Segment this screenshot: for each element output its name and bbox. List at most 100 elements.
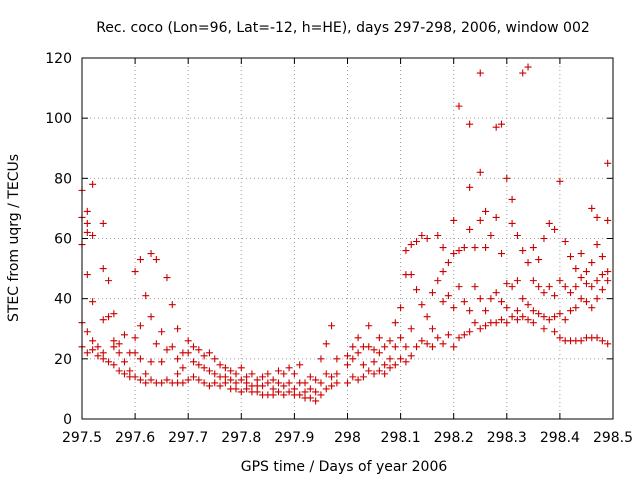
data-point xyxy=(147,250,155,258)
data-point xyxy=(110,361,118,369)
data-point xyxy=(482,322,490,330)
data-point xyxy=(482,307,490,315)
data-point xyxy=(216,382,224,390)
data-point xyxy=(497,298,505,306)
data-point xyxy=(365,367,373,375)
data-point xyxy=(476,295,484,303)
data-point xyxy=(508,195,516,203)
data-point xyxy=(598,337,606,345)
data-point xyxy=(582,280,590,288)
data-point xyxy=(428,325,436,333)
data-point xyxy=(556,334,564,342)
data-point xyxy=(450,343,458,351)
data-point xyxy=(237,376,245,384)
y-tick-label: 0 xyxy=(63,412,72,428)
data-point xyxy=(211,379,219,387)
data-point xyxy=(136,256,144,264)
data-point xyxy=(386,364,394,372)
data-point xyxy=(115,349,123,357)
data-point xyxy=(492,123,500,131)
data-point xyxy=(365,322,373,330)
x-tick-label: 297.7 xyxy=(168,430,208,446)
data-point xyxy=(551,328,559,336)
data-point xyxy=(232,385,240,393)
data-point xyxy=(598,253,606,261)
data-point xyxy=(168,301,176,309)
data-point xyxy=(269,391,277,399)
data-point xyxy=(142,370,150,378)
data-point xyxy=(248,370,256,378)
data-point xyxy=(174,325,182,333)
data-point xyxy=(280,370,288,378)
data-point xyxy=(444,331,452,339)
data-point xyxy=(598,286,606,294)
data-point xyxy=(540,289,548,297)
data-point xyxy=(529,307,537,315)
data-point xyxy=(497,250,505,258)
data-point xyxy=(508,313,516,321)
data-point xyxy=(232,379,240,387)
data-point xyxy=(264,379,272,387)
data-point xyxy=(205,382,213,390)
data-point xyxy=(397,334,405,342)
data-point xyxy=(556,310,564,318)
data-point xyxy=(322,370,330,378)
data-point xyxy=(89,180,97,188)
data-point xyxy=(572,304,580,312)
data-point xyxy=(407,352,415,360)
data-point xyxy=(306,385,314,393)
data-point xyxy=(423,340,431,348)
data-point xyxy=(158,328,166,336)
data-point xyxy=(561,316,569,324)
data-point xyxy=(604,340,612,348)
data-point xyxy=(455,102,463,110)
y-tick-label: 40 xyxy=(54,292,72,308)
data-point xyxy=(312,388,320,396)
data-point xyxy=(179,379,187,387)
data-point xyxy=(243,379,251,387)
data-point xyxy=(535,310,543,318)
data-point xyxy=(99,355,107,363)
data-point xyxy=(455,283,463,291)
data-point xyxy=(89,337,97,345)
data-point xyxy=(333,355,341,363)
data-point xyxy=(184,349,192,357)
data-point xyxy=(221,379,229,387)
data-point xyxy=(296,391,304,399)
data-point xyxy=(604,268,612,276)
data-point xyxy=(237,388,245,396)
data-point xyxy=(577,250,585,258)
data-point xyxy=(402,358,410,366)
data-point xyxy=(466,120,474,128)
data-point xyxy=(572,265,580,273)
data-point xyxy=(317,391,325,399)
data-point xyxy=(588,283,596,291)
data-point xyxy=(274,367,282,375)
data-point xyxy=(354,334,362,342)
data-point xyxy=(147,313,155,321)
data-point xyxy=(508,283,516,291)
data-point xyxy=(190,343,198,351)
data-point xyxy=(513,231,521,239)
data-point xyxy=(195,346,203,354)
data-point xyxy=(476,216,484,224)
data-point xyxy=(221,373,229,381)
data-point xyxy=(205,367,213,375)
data-point xyxy=(136,376,144,384)
data-point xyxy=(604,216,612,224)
data-point xyxy=(503,304,511,312)
x-tick-label: 297.6 xyxy=(115,430,155,446)
data-point xyxy=(418,337,426,345)
data-point xyxy=(344,379,351,387)
data-point xyxy=(466,225,474,233)
data-point xyxy=(344,361,351,369)
data-point xyxy=(567,289,575,297)
data-point xyxy=(370,358,378,366)
data-point xyxy=(333,379,341,387)
data-point xyxy=(434,334,442,342)
data-point xyxy=(131,334,139,342)
data-point xyxy=(354,376,362,384)
data-point xyxy=(604,277,612,285)
data-point xyxy=(582,268,590,276)
data-point xyxy=(407,241,415,249)
